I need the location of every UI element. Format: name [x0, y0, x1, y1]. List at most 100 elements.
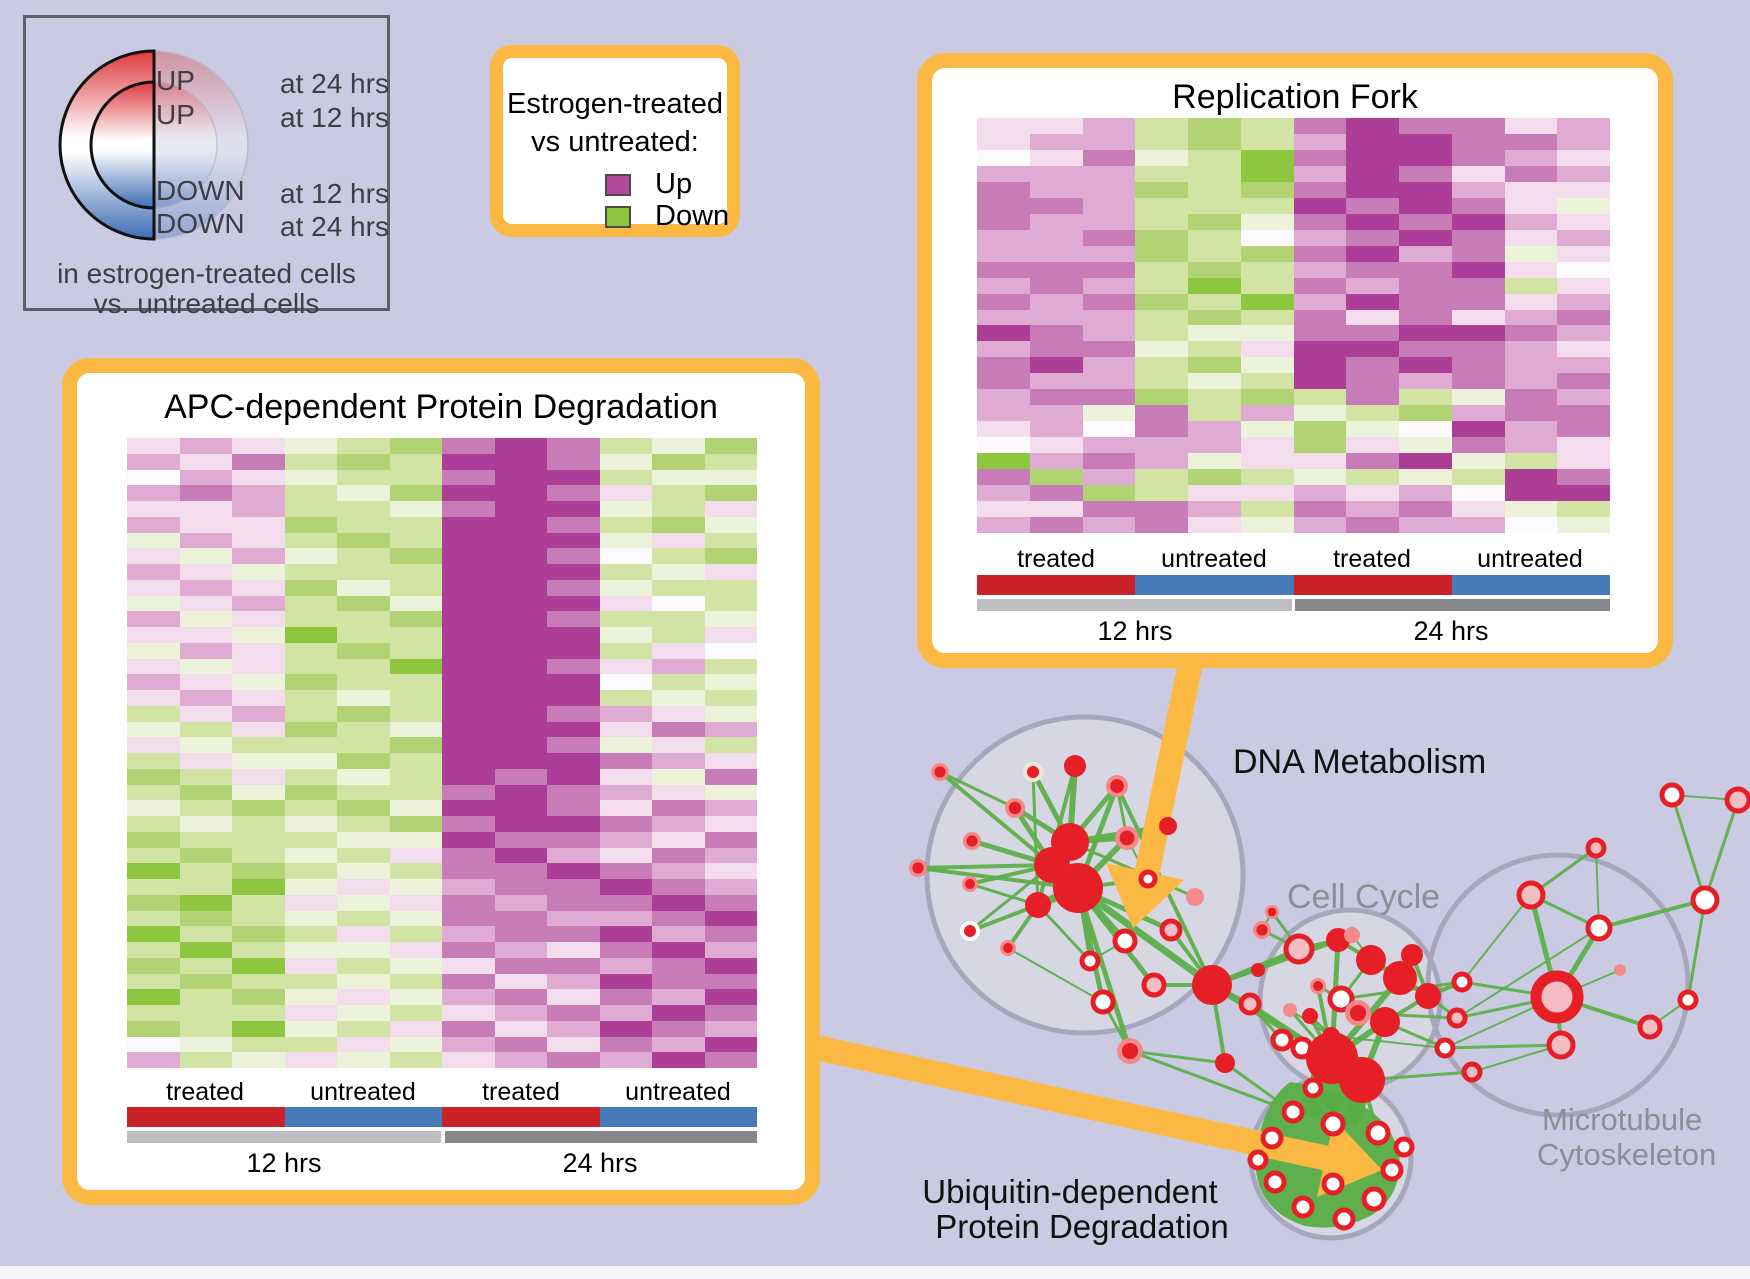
heatmap-cell — [599, 768, 652, 785]
heatmap-cell — [1029, 165, 1083, 182]
heatmap-cell — [1029, 517, 1083, 533]
cluster-label: Cell Cycle — [1287, 878, 1440, 916]
network-edge — [1461, 980, 1558, 999]
heatmap-cell — [652, 674, 705, 690]
network-edge — [1456, 927, 1600, 1019]
network-node — [1251, 963, 1265, 977]
heatmap-cell — [1135, 405, 1188, 422]
heatmap-cell — [494, 973, 547, 990]
heatmap-cell — [494, 595, 547, 612]
heatmap-cell — [127, 1052, 180, 1068]
network-edge — [1369, 957, 1402, 981]
heatmap-cell — [1188, 437, 1241, 454]
heatmap-cell — [337, 611, 390, 627]
heatmap-cell — [1557, 229, 1610, 246]
legend-caption-line2: vs. untreated cells — [93, 288, 320, 319]
heatmap-cell — [232, 894, 285, 911]
heatmap-cell — [1082, 501, 1136, 518]
network-node — [1283, 933, 1315, 965]
heatmap-cell — [442, 768, 495, 785]
network-edge — [1248, 1002, 1334, 1060]
heatmap-cell — [494, 753, 547, 769]
heatmap-cell — [1451, 501, 1505, 518]
network-edge — [1281, 1038, 1333, 1060]
heatmap-cell — [389, 627, 442, 643]
heatmap-cell — [1240, 437, 1294, 454]
heatmap-cell — [494, 548, 547, 564]
network-edge — [1461, 894, 1532, 983]
heatmap-cell — [547, 1005, 600, 1021]
heatmap-cell — [1399, 213, 1452, 230]
network-node — [1361, 1186, 1387, 1212]
network-edge — [1357, 1011, 1458, 1020]
rf-bar-untreated-12 — [1135, 575, 1294, 595]
heatmap-cell — [232, 1052, 285, 1068]
heatmap-cell — [179, 1052, 232, 1068]
heatmap-cell — [547, 816, 600, 832]
heatmap-cell — [1293, 309, 1347, 326]
heatmap-cell — [1188, 501, 1241, 518]
rf-group-label-treated-12: treated — [1017, 545, 1095, 573]
heatmap-cell — [179, 721, 232, 738]
heatmap-cell — [1399, 469, 1452, 486]
heatmap-cell — [337, 721, 390, 738]
network-edge — [1211, 968, 1259, 987]
updown-legend-box: UP at 24 hrs UP at 12 hrs DOWN at 12 hrs… — [23, 15, 390, 319]
heatmap-cell — [1399, 245, 1452, 262]
network-node-core — [934, 766, 946, 778]
heatmap-cell — [1293, 165, 1347, 182]
heatmap-cell — [1293, 501, 1347, 518]
network-node — [1263, 1170, 1287, 1194]
heatmap-cell — [1504, 485, 1558, 502]
heatmap-cell — [389, 957, 442, 974]
heatmap-cell — [977, 421, 1030, 438]
heatmap-cell — [442, 894, 495, 911]
heatmap-cell — [1293, 133, 1347, 150]
heatmap-cell — [1188, 389, 1241, 406]
heatmap-cell — [389, 784, 442, 801]
heatmap-cell — [284, 721, 337, 738]
heatmap-cell — [704, 564, 757, 580]
heatmap-cell — [977, 501, 1030, 518]
heatmap-cell — [494, 816, 547, 832]
heatmap-cell — [232, 910, 285, 927]
heatmap-cell — [977, 309, 1030, 326]
heatmap-cell — [442, 595, 495, 612]
heatmap-cell — [127, 910, 180, 927]
rf-12hr-label: 12 hrs — [1097, 616, 1173, 646]
heatmap-cell — [1557, 437, 1610, 454]
heatmap-cell — [1346, 325, 1399, 342]
heatmap-cell — [652, 642, 705, 659]
network-node — [1306, 1032, 1358, 1084]
heatmap-cell — [704, 501, 757, 517]
network-edge — [1372, 1132, 1380, 1200]
network-edge — [1339, 959, 1373, 1000]
heatmap-cell — [1082, 245, 1136, 262]
heatmap-cell — [1293, 421, 1347, 438]
heatmap-cell — [442, 721, 495, 738]
heatmap-cell — [1240, 405, 1294, 422]
heatmap-cell — [1082, 181, 1136, 198]
heatmap-cell — [1451, 293, 1505, 310]
network-edge — [1703, 799, 1740, 901]
network-node — [960, 921, 980, 941]
heatmap-cell — [704, 658, 757, 675]
heatmap-cell — [1135, 373, 1188, 390]
heatmap-cell — [389, 847, 442, 864]
heatmap-cell — [599, 705, 652, 722]
heatmap-cell — [337, 595, 390, 612]
network-edge — [1329, 976, 1403, 1060]
heatmap-cell — [127, 705, 180, 722]
heatmap-cell — [127, 501, 180, 517]
heatmap-cell — [442, 516, 495, 533]
network-edge — [971, 838, 1053, 868]
heatmap-cell — [1451, 149, 1505, 166]
heatmap-cell — [652, 894, 705, 911]
network-node — [1025, 892, 1051, 918]
heatmap-cell — [179, 705, 232, 722]
heatmap-cell — [547, 595, 600, 612]
apc-bar-treated-24 — [442, 1107, 600, 1127]
heatmap-cell — [599, 816, 652, 832]
heatmap-cell — [1029, 181, 1083, 198]
heatmap-cell — [977, 453, 1030, 470]
